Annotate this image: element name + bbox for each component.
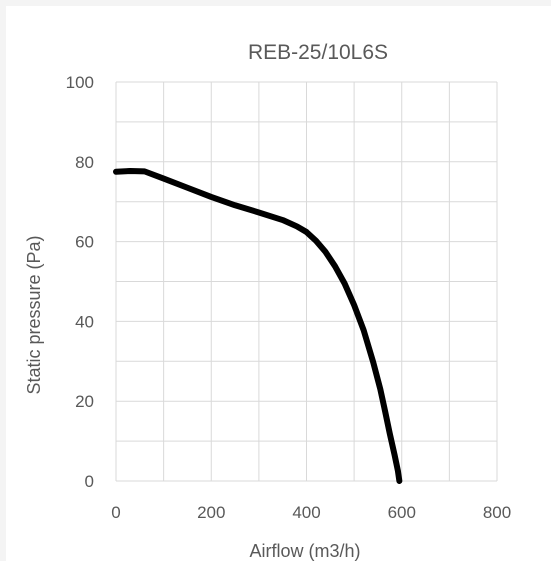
x-tick-label: 0 — [111, 503, 120, 522]
y-tick-label: 0 — [85, 472, 94, 491]
y-tick-label: 80 — [75, 153, 94, 172]
y-tick-label: 40 — [75, 312, 94, 331]
y-tick-label: 60 — [75, 233, 94, 252]
x-axis-label: Airflow (m3/h) — [249, 541, 360, 561]
y-axis-label: Static pressure (Pa) — [24, 235, 44, 394]
tick-labels: 0 20 40 60 80 100 0 200 400 600 800 — [66, 73, 512, 522]
x-tick-label: 200 — [197, 503, 225, 522]
x-tick-label: 400 — [292, 503, 320, 522]
y-tick-label: 20 — [75, 392, 94, 411]
series-line — [113, 167, 403, 484]
y-tick-label: 100 — [66, 73, 94, 92]
plot-background — [6, 6, 551, 561]
x-tick-label: 600 — [388, 503, 416, 522]
chart-title: REB-25/10L6S — [248, 41, 388, 64]
x-tick-label: 800 — [483, 503, 511, 522]
grid — [115, 81, 498, 482]
